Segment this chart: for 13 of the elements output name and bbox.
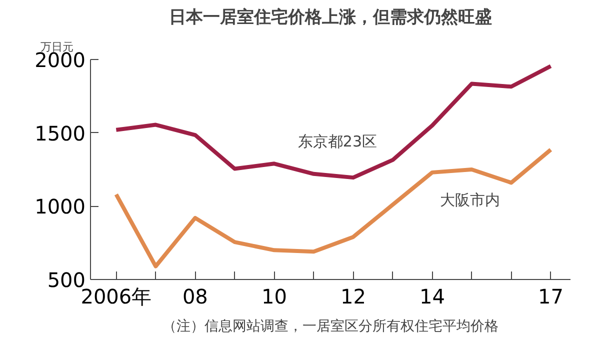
- x-tick-label: 12: [340, 284, 366, 308]
- line-series: [114, 64, 553, 180]
- series-label: 东京都23区: [298, 132, 377, 150]
- y-tick-label: 1500: [34, 121, 86, 146]
- line-series: [114, 148, 553, 268]
- x-tick-label: 08: [182, 284, 208, 308]
- chart-title: 日本一居室住宅价格上涨，但需求仍然旺盛: [169, 8, 492, 28]
- series-label: 大阪市内: [440, 191, 500, 210]
- x-tick-label: 10: [261, 284, 287, 308]
- x-tick-label: 17: [538, 284, 564, 308]
- y-tick-label: 1000: [34, 194, 86, 219]
- x-tick-label: 14: [420, 284, 445, 308]
- text: （注）信息网站调查，一居室区分所有权住宅平均价格: [162, 318, 498, 334]
